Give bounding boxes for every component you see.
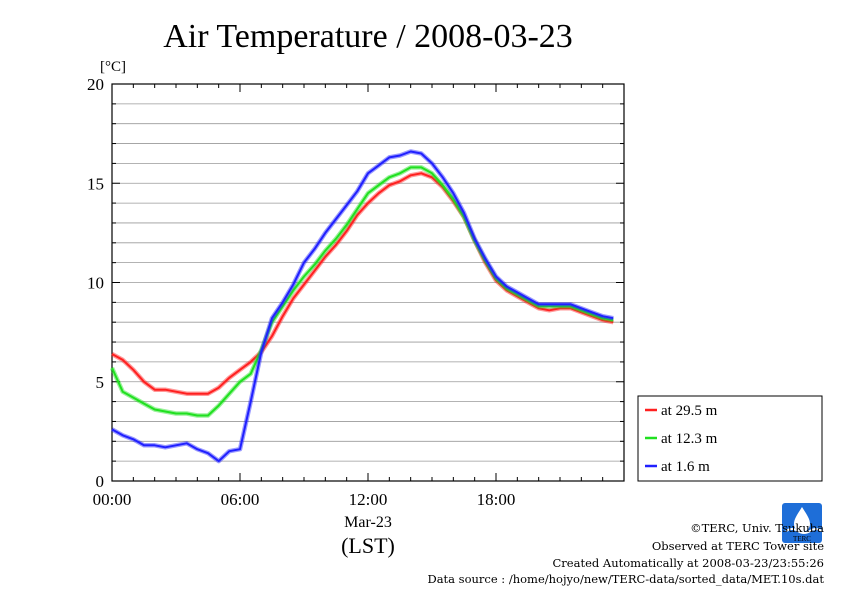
footer-source: Data source : /home/hojyo/new/TERC-data/… — [427, 572, 824, 586]
legend-label: at 29.5 m — [661, 403, 718, 419]
grid-lines — [112, 103, 624, 462]
x-tick-label: 00:00 — [93, 490, 132, 509]
series-line-2 — [111, 150, 614, 463]
legend-label: at 12.3 m — [661, 431, 718, 447]
chart-title: Air Temperature / 2008-03-23 — [163, 18, 573, 55]
y-tick-label: 20 — [87, 75, 104, 94]
x-tick-label: 18:00 — [477, 490, 516, 509]
legend-box — [637, 395, 823, 482]
x-axis-date-label: Mar-23 — [344, 514, 392, 531]
footer-credit: ©TERC, Univ. Tsukuba — [690, 521, 824, 535]
terc-logo-icon: TERC — [782, 503, 822, 543]
series-halo-0 — [110, 171, 614, 396]
logo-text: TERC — [793, 535, 811, 543]
x-tick-label: 06:00 — [221, 490, 260, 509]
y-tick-label: 0 — [96, 472, 105, 491]
series-line-0 — [111, 172, 614, 395]
legend-label: at 1.6 m — [661, 459, 710, 475]
y-tick-label: 15 — [87, 174, 104, 193]
footer-site: Observed at TERC Tower site — [651, 539, 824, 553]
y-axis-unit-label: [°C] — [100, 59, 126, 75]
series-halo-1 — [109, 165, 614, 418]
x-tick-label: 12:00 — [349, 490, 388, 509]
axis-ticks: 0 5 10 15 20 00:00 06:00 12:00 18:00 — [87, 75, 625, 509]
y-tick-label: 5 — [96, 373, 105, 392]
series-line-1 — [111, 166, 614, 417]
y-tick-label: 10 — [87, 274, 104, 293]
legend: at 29.5 m at 12.3 m at 1.6 m — [637, 395, 823, 482]
footer-created: Created Automatically at 2008-03-23/23:5… — [552, 556, 825, 570]
series-layer — [109, 149, 614, 464]
x-axis-label: (LST) — [341, 533, 395, 558]
